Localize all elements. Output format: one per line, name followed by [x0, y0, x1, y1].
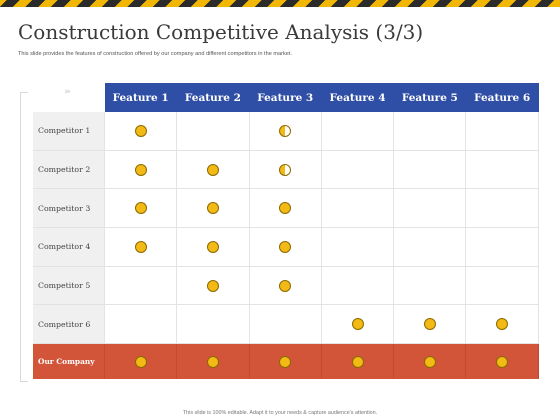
rating-dot-icon	[206, 279, 219, 292]
rating-dot-icon	[351, 355, 364, 368]
column-header-feature-6: Feature 6	[466, 83, 539, 112]
row-label-competitor-6: Competitor 6	[33, 305, 105, 345]
footer-note: This slide is 100% editable. Adapt it to…	[182, 410, 378, 416]
page-subtitle: This slide provides the features of cons…	[18, 51, 293, 57]
rating-dot-icon	[496, 318, 509, 331]
table-cell	[177, 228, 250, 267]
table-cell	[177, 150, 250, 190]
table-cell	[105, 189, 178, 229]
table-cell-our-company	[466, 344, 539, 380]
column-header-feature-3: Feature 3	[249, 83, 322, 112]
table-cell-our-company	[394, 344, 467, 380]
rating-dot-icon	[279, 163, 292, 176]
table-cell	[105, 305, 178, 345]
table-bracket-decoration	[20, 92, 28, 382]
table-cell	[105, 266, 178, 306]
rating-dot-icon	[279, 240, 292, 253]
table-cell	[177, 266, 250, 306]
column-header-feature-2: Feature 2	[177, 83, 250, 112]
table-cell	[249, 228, 322, 267]
rating-dot-icon	[279, 202, 292, 215]
rating-dot-icon	[134, 202, 147, 215]
table-cell	[394, 112, 467, 151]
table-cell	[105, 112, 178, 151]
table-cell	[321, 228, 395, 267]
table-cell	[249, 305, 322, 345]
table-cell-our-company	[249, 344, 322, 380]
table-cell	[466, 150, 539, 190]
table-cell	[321, 189, 395, 229]
chevrons-icon: ›››	[64, 87, 71, 97]
rating-dot-icon	[206, 240, 219, 253]
rating-dot-icon	[134, 355, 147, 368]
column-header-feature-4: Feature 4	[321, 83, 395, 112]
table-cell	[321, 112, 395, 151]
page-title: Construction Competitive Analysis (3/3)	[18, 20, 424, 44]
table-corner	[33, 83, 105, 112]
rating-dot-icon	[134, 240, 147, 253]
table-cell	[394, 189, 467, 229]
table-cell	[249, 150, 322, 190]
rating-dot-icon	[351, 318, 364, 331]
column-header-feature-1: Feature 1	[105, 83, 178, 112]
rating-dot-icon	[279, 355, 292, 368]
table-cell	[249, 112, 322, 151]
row-label-competitor-5: Competitor 5	[33, 266, 105, 306]
table-cell	[105, 150, 178, 190]
table-cell	[394, 266, 467, 306]
rating-dot-icon	[496, 355, 509, 368]
row-label-competitor-3: Competitor 3	[33, 189, 105, 229]
rating-dot-icon	[134, 124, 147, 137]
table-cell	[394, 305, 467, 345]
table-cell	[177, 112, 250, 151]
table-cell	[394, 228, 467, 267]
table-cell	[177, 189, 250, 229]
table-cell	[321, 305, 395, 345]
table-cell-our-company	[321, 344, 395, 380]
row-label-competitor-4: Competitor 4	[33, 228, 105, 267]
table-cell	[466, 228, 539, 267]
row-label-competitor-1: Competitor 1	[33, 112, 105, 151]
table-cell-our-company	[177, 344, 250, 380]
table-cell-our-company	[105, 344, 178, 380]
table-cell	[249, 266, 322, 306]
table-cell	[466, 266, 539, 306]
comparison-table: Feature 1 Feature 2 Feature 3 Feature 4 …	[33, 83, 539, 380]
table-cell	[177, 305, 250, 345]
table-cell	[466, 189, 539, 229]
table-cell	[466, 305, 539, 345]
rating-dot-icon	[206, 163, 219, 176]
rating-dot-icon	[423, 318, 436, 331]
table-cell	[105, 228, 178, 267]
table-cell	[466, 112, 539, 151]
rating-dot-icon	[206, 202, 219, 215]
rating-dot-icon	[279, 279, 292, 292]
table-cell	[321, 150, 395, 190]
hazard-stripe-bar	[0, 0, 560, 7]
rating-dot-icon	[423, 355, 436, 368]
rating-dot-icon	[279, 124, 292, 137]
row-label-our-company: Our Company	[33, 344, 105, 380]
table-cell	[321, 266, 395, 306]
row-label-competitor-2: Competitor 2	[33, 150, 105, 190]
table-cell	[249, 189, 322, 229]
table-cell	[394, 150, 467, 190]
column-header-feature-5: Feature 5	[394, 83, 467, 112]
rating-dot-icon	[134, 163, 147, 176]
rating-dot-icon	[206, 355, 219, 368]
